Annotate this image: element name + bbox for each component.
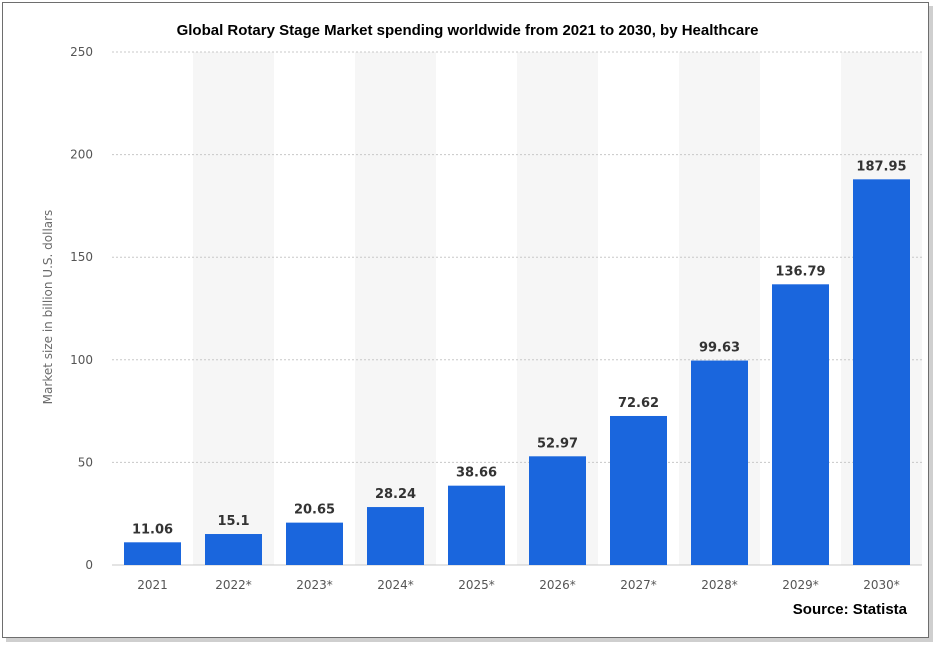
chart-title: Global Rotary Stage Market spending worl… <box>176 22 759 39</box>
y-axis-label: Market size in billion U.S. dollars <box>41 210 55 405</box>
x-axis-ticks: 2021 2022* 2023* 2024* 2025* 2026* 2027* 2028* 2… <box>137 578 900 592</box>
bar <box>367 507 424 565</box>
x-tick-label: 2027* <box>620 578 657 592</box>
bar <box>772 284 829 565</box>
x-tick-label: 2024* <box>377 578 414 592</box>
x-tick-label: 2023* <box>296 578 333 592</box>
frame-shadow-bottom <box>6 638 933 642</box>
x-tick-label: 2028* <box>701 578 738 592</box>
x-tick-label: 2025* <box>458 578 495 592</box>
data-label: 52.97 <box>537 436 578 451</box>
y-tick-label: 250 <box>70 45 93 59</box>
y-axis-ticks: 0 50 100 150 200 250 <box>70 45 93 572</box>
bar <box>853 179 910 565</box>
bar <box>529 456 586 565</box>
y-tick-label: 50 <box>78 455 93 469</box>
bar <box>610 415 667 565</box>
frame-shadow-right <box>929 6 933 640</box>
data-label: 187.95 <box>856 159 906 174</box>
data-label: 11.06 <box>132 522 173 537</box>
x-tick-label: 2022* <box>215 578 252 592</box>
bar <box>448 485 505 565</box>
bar <box>205 534 262 565</box>
y-tick-label: 150 <box>70 250 93 264</box>
data-labels: 11.06 15.1 20.65 28.24 38.66 52.97 72.62 99.63 1… <box>132 159 907 537</box>
data-label: 99.63 <box>699 341 740 356</box>
y-tick-label: 100 <box>70 353 93 367</box>
data-label: 136.79 <box>775 264 825 279</box>
bar <box>124 542 181 565</box>
bars <box>124 179 910 565</box>
bar <box>286 522 343 565</box>
source-note: Source: Statista <box>792 601 907 618</box>
column-band <box>193 52 274 565</box>
column-band <box>355 52 436 565</box>
x-tick-label: 2030* <box>863 578 900 592</box>
data-label: 15.1 <box>217 514 249 529</box>
y-tick-label: 200 <box>70 148 93 162</box>
data-label: 72.62 <box>618 396 659 411</box>
bar <box>691 360 748 565</box>
data-label: 20.65 <box>294 503 335 518</box>
x-tick-label: 2026* <box>539 578 576 592</box>
x-tick-label: 2021 <box>137 578 168 592</box>
x-tick-label: 2029* <box>782 578 819 592</box>
data-label: 38.66 <box>456 466 497 481</box>
y-tick-label: 0 <box>85 558 93 572</box>
data-label: 28.24 <box>375 487 416 502</box>
